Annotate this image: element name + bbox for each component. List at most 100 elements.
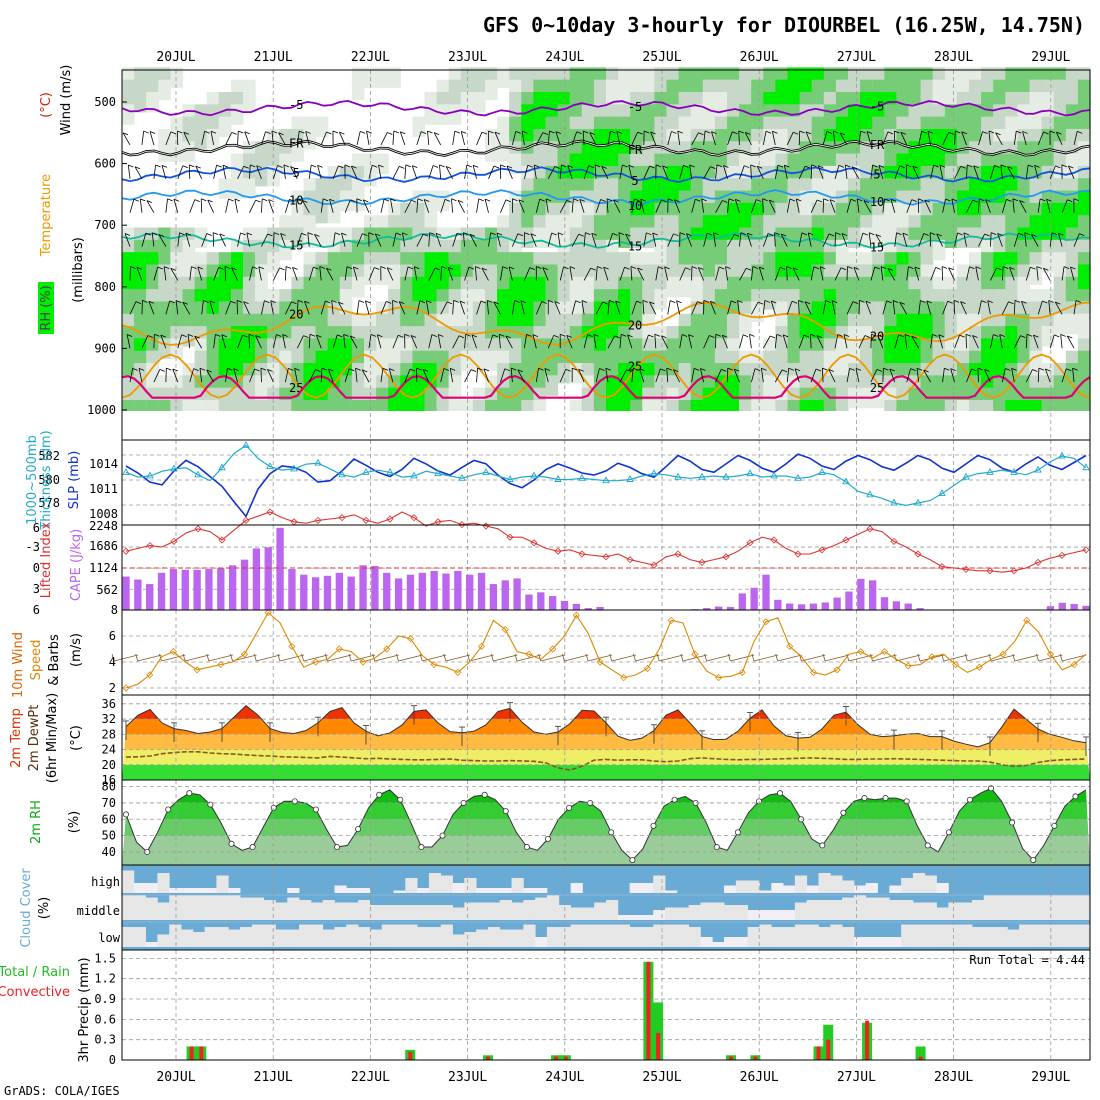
- wind-barb-flag: [1051, 232, 1058, 236]
- wind-barb-flag: [916, 367, 923, 371]
- wind-barb-flag: [511, 367, 517, 371]
- lifted-index-marker: [554, 547, 562, 555]
- wind-barb: [320, 368, 323, 383]
- wind-barb-flag: [419, 300, 426, 304]
- wind-barb-flag: [639, 368, 645, 372]
- cape-bar: [584, 608, 592, 610]
- cloud-clear-cell: [629, 883, 642, 893]
- wind-barb-flag: [453, 300, 459, 303]
- rh-marker: [312, 806, 319, 813]
- wind-barb-flag: [618, 232, 625, 236]
- wind-barb: [978, 198, 980, 213]
- wind-barb: [997, 233, 1003, 247]
- wind-barb: [972, 335, 979, 349]
- wind-barb: [160, 335, 167, 349]
- lifted-index-marker: [146, 542, 154, 550]
- wind-barb-flag: [996, 267, 1002, 271]
- wind-barb: [887, 268, 896, 281]
- precip-convective-bar: [563, 1056, 568, 1060]
- cloud-clear-cell: [452, 907, 465, 920]
- wind-barb-flag: [829, 199, 836, 203]
- cloud-clear-cell: [1019, 924, 1032, 947]
- thickness-axis-label: 1000~500mb: [25, 435, 40, 525]
- wind-barb-flag: [416, 367, 422, 371]
- cloud-clear-cell: [204, 895, 217, 920]
- cloud-clear-cell: [889, 885, 902, 893]
- wind-barb-flag: [187, 333, 194, 337]
- wind-barb: [273, 232, 275, 247]
- cape-bar: [134, 579, 142, 610]
- wind-barb-flag: [283, 164, 290, 168]
- wind-barb: [416, 233, 424, 247]
- wind-barb: [1056, 132, 1063, 146]
- wind-barb-flag: [136, 267, 143, 270]
- precip-legend-total: Total / Rain: [0, 965, 70, 980]
- contour-label: 10: [870, 195, 884, 209]
- wind-barb-flag: [555, 131, 562, 135]
- wind-barb: [674, 199, 681, 213]
- wind-barb-flag: [270, 300, 276, 303]
- thickness-marker: [1034, 465, 1042, 473]
- lifted-index-marker: [674, 550, 682, 558]
- cloud-clear-cell: [499, 929, 512, 947]
- wind-barb-flag: [960, 301, 966, 305]
- wind-barb: [177, 232, 180, 247]
- contour-label: 5: [293, 166, 300, 180]
- wind10m-barb-flag: [419, 653, 423, 662]
- wind-barb-flag: [313, 266, 319, 270]
- wind-barb: [786, 198, 791, 213]
- wind-barb-flag: [1054, 334, 1060, 338]
- wind-barb: [936, 233, 943, 247]
- wind-barb: [751, 199, 757, 213]
- wind-speed-marker: [288, 642, 296, 650]
- rh-cell: [848, 227, 861, 249]
- cloud-clear-cell: [995, 895, 1008, 920]
- wind-barb: [882, 300, 888, 315]
- wind-barb-flag: [794, 368, 801, 372]
- temp-tick-label: 28: [102, 727, 116, 741]
- rh-marker: [333, 844, 340, 851]
- wind-barb-flag: [545, 198, 552, 202]
- wind-barb: [810, 334, 812, 349]
- wind-barb: [380, 198, 385, 213]
- wind-barb: [308, 369, 316, 383]
- wind-barb: [821, 368, 824, 383]
- wind-barb-flag: [670, 300, 676, 303]
- wind-barb-flag: [965, 333, 972, 337]
- rh-cell: [545, 375, 559, 396]
- wind-barb: [350, 165, 358, 180]
- wind-barb: [129, 368, 134, 383]
- rh-marker: [840, 809, 847, 816]
- cloud-axis-unit: (%): [37, 897, 52, 920]
- wind-barb: [127, 164, 131, 179]
- wind-barb-flag: [575, 300, 581, 304]
- wind-barb: [222, 165, 226, 179]
- wind-barb-flag: [238, 130, 244, 134]
- wind-barb-flag: [481, 131, 488, 135]
- wind-barb-flag: [890, 198, 897, 202]
- wind-speed-marker: [335, 645, 343, 653]
- wind-barb-flag: [514, 300, 520, 303]
- wind-barb: [637, 267, 645, 281]
- cloud-axis-label: Cloud Cover: [19, 868, 34, 948]
- wind-barb: [210, 131, 215, 146]
- lifted-index-marker: [530, 539, 538, 547]
- wind-barb-flag: [386, 301, 392, 304]
- wind-barb-flag: [953, 299, 960, 303]
- wind-barb: [954, 130, 956, 145]
- thickness-tick-label: 582: [38, 449, 60, 463]
- wind-barb: [843, 334, 848, 349]
- cape-bar: [1046, 606, 1055, 610]
- wind-barb-flag: [636, 300, 642, 304]
- thickness-marker: [122, 468, 130, 475]
- wind-barb: [817, 165, 824, 179]
- wind-barb-flag: [255, 199, 261, 203]
- wind-barb-flag: [831, 300, 838, 304]
- lifted-index-marker: [1082, 546, 1090, 554]
- wind-barb: [353, 266, 358, 281]
- wind-barb-flag: [338, 301, 344, 305]
- wind-barb-flag: [390, 198, 396, 202]
- wind10m-barb-flag: [917, 653, 921, 662]
